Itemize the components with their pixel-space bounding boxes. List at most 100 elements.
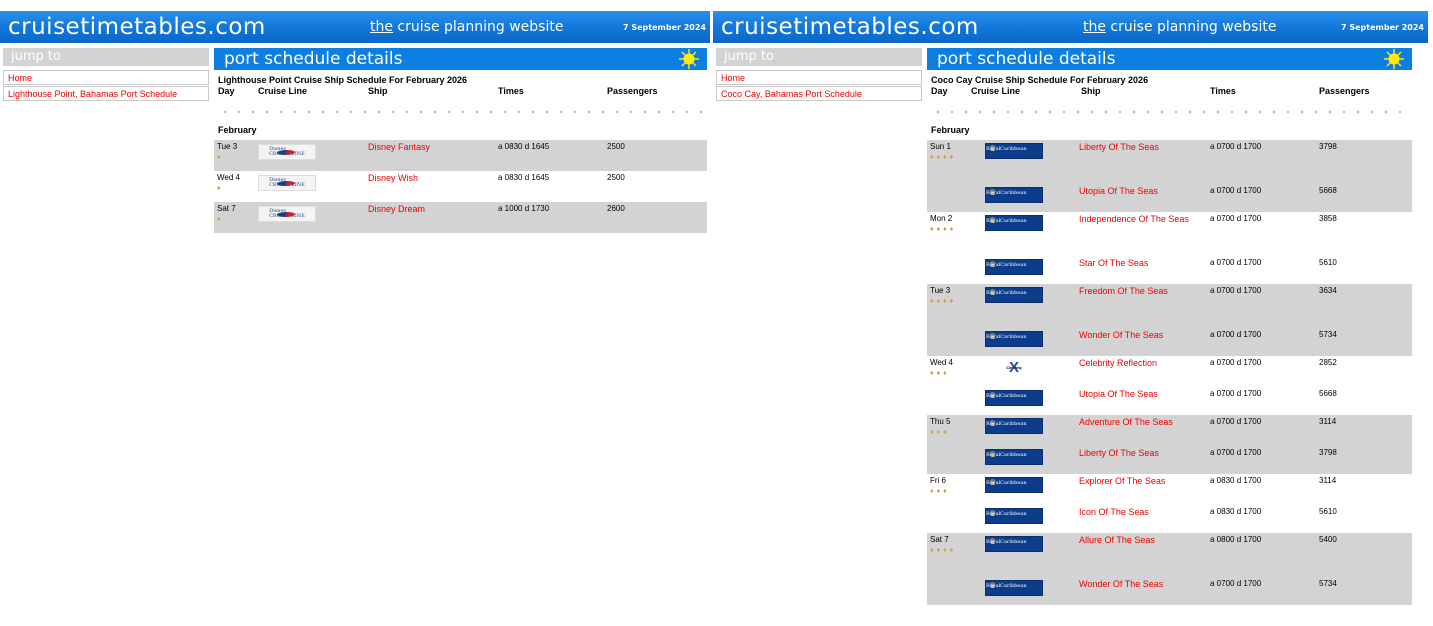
ship-link[interactable]: Icon Of The Seas <box>1079 507 1149 517</box>
col-ship: Ship <box>368 86 388 96</box>
ship-link[interactable]: Celebrity Reflection <box>1079 358 1158 368</box>
section-title: port schedule details <box>937 49 1116 69</box>
row-passengers: 5668 <box>1319 186 1337 195</box>
row-day: Thu 5 <box>930 417 951 426</box>
disney-cruise-line-logo: Disney CRUISE LINE <box>258 175 316 191</box>
sun-icon <box>1384 49 1404 69</box>
royal-caribbean-logo: ♛ RoyalCaribbean <box>985 580 1043 596</box>
ship-link[interactable]: Disney Fantasy <box>368 142 431 152</box>
table-row: ♛ RoyalCaribbean Icon Of The Seas a 0830 d … <box>927 505 1412 533</box>
ship-link[interactable]: Liberty Of The Seas <box>1079 448 1159 458</box>
col-passengers: Passengers <box>1319 86 1370 96</box>
schedule-rows: Tue 3 ♦ Disney CRUISE LINE Disney Fantasy a 0… <box>214 140 707 233</box>
passenger-icon: ♦♦♦♦ <box>930 226 957 233</box>
table-row: Sun 1 ♦♦♦♦ ♛ RoyalCaribbean Liberty Of The S… <box>927 140 1412 184</box>
passenger-icon: ♦♦♦♦ <box>930 298 957 305</box>
dotted-divider <box>931 109 1408 121</box>
sidebar: jump to Home Lighthouse Point, Bahamas P… <box>3 48 209 102</box>
ship-link[interactable]: Disney Wish <box>368 173 419 183</box>
passenger-icon: ♦♦♦ <box>930 429 950 436</box>
royal-caribbean-logo: ♛ RoyalCaribbean <box>985 215 1043 231</box>
ship-link[interactable]: Allure Of The Seas <box>1079 535 1155 545</box>
passenger-icon: ♦ <box>217 185 224 192</box>
ship-link[interactable]: Utopia Of The Seas <box>1079 389 1158 399</box>
table-row: Wed 4 ♦♦♦ Celebrity X Cruises Celebrity Refle… <box>927 356 1412 387</box>
col-passengers: Passengers <box>607 86 658 96</box>
royal-caribbean-logo: ♛ RoyalCaribbean <box>985 449 1043 465</box>
royal-caribbean-logo: ♛ RoyalCaribbean <box>985 331 1043 347</box>
col-times: Times <box>1210 86 1236 96</box>
column-headers: Day Cruise Line Ship Times Passengers <box>214 85 707 99</box>
row-times: a 0700 d 1700 <box>1210 186 1262 195</box>
dotted-divider <box>218 109 703 121</box>
table-row: ♛ RoyalCaribbean Utopia Of The Seas a 0700 … <box>927 184 1412 212</box>
disney-cruise-line-logo: Disney CRUISE LINE <box>258 144 316 160</box>
row-day: Wed 4 <box>930 358 953 367</box>
header-date: 7 September 2024 <box>1341 22 1424 32</box>
royal-caribbean-logo: ♛ RoyalCaribbean <box>985 143 1043 159</box>
nav-link-port-schedule[interactable]: Lighthouse Point, Bahamas Port Schedule <box>3 86 209 101</box>
table-row: Fri 6 ♦♦♦ ♛ RoyalCaribbean Explorer Of The S… <box>927 474 1412 505</box>
nav-link-home[interactable]: Home <box>716 70 922 85</box>
row-times: a 0830 d 1700 <box>1210 476 1262 485</box>
table-row: ♛ RoyalCaribbean Wonder Of The Seas a 0700 … <box>927 328 1412 356</box>
table-row: Mon 2 ♦♦♦♦ ♛ RoyalCaribbean Independence Of … <box>927 212 1412 256</box>
ship-link[interactable]: Wonder Of The Seas <box>1079 579 1164 589</box>
ship-link[interactable]: Freedom Of The Seas <box>1079 286 1168 296</box>
ship-link[interactable]: Independence Of The Seas <box>1079 214 1189 224</box>
table-row: ♛ RoyalCaribbean Liberty Of The Seas a 0700… <box>927 446 1412 474</box>
schedule-content: port schedule details Coco Cay Cruise Sh… <box>927 48 1412 605</box>
passenger-icon: ♦♦♦ <box>930 488 950 495</box>
row-times: a 0800 d 1700 <box>1210 535 1262 544</box>
ship-link[interactable]: Adventure Of The Seas <box>1079 417 1173 427</box>
royal-caribbean-logo: ♛ RoyalCaribbean <box>985 187 1043 203</box>
royal-caribbean-logo: ♛ RoyalCaribbean <box>985 287 1043 303</box>
site-title[interactable]: cruisetimetables.com <box>721 14 979 40</box>
col-day: Day <box>931 86 948 96</box>
royal-caribbean-logo: ♛ RoyalCaribbean <box>985 390 1043 406</box>
ship-link[interactable]: Utopia Of The Seas <box>1079 186 1158 196</box>
table-row: ♛ RoyalCaribbean Wonder Of The Seas a 0700 … <box>927 577 1412 605</box>
royal-caribbean-logo: ♛ RoyalCaribbean <box>985 259 1043 275</box>
month-heading: February <box>218 125 257 135</box>
schedule-rows: Sun 1 ♦♦♦♦ ♛ RoyalCaribbean Liberty Of The S… <box>927 140 1412 605</box>
ship-link[interactable]: Star Of The Seas <box>1079 258 1149 268</box>
row-day: Fri 6 <box>930 476 946 485</box>
column-headers: Day Cruise Line Ship Times Passengers <box>927 85 1412 99</box>
row-passengers: 2500 <box>607 142 625 151</box>
col-times: Times <box>498 86 524 96</box>
row-passengers: 3634 <box>1319 286 1337 295</box>
site-title[interactable]: cruisetimetables.com <box>8 14 266 40</box>
row-passengers: 3114 <box>1319 476 1337 485</box>
row-passengers: 5610 <box>1319 258 1337 267</box>
row-times: a 0830 d 1645 <box>498 173 550 182</box>
nav-link-port-schedule[interactable]: Coco Cay, Bahamas Port Schedule <box>716 86 922 101</box>
row-day: Sat 7 <box>217 204 236 213</box>
col-cruise-line: Cruise Line <box>258 86 308 96</box>
row-passengers: 5610 <box>1319 507 1337 516</box>
row-passengers: 3798 <box>1319 448 1337 457</box>
ship-link[interactable]: Liberty Of The Seas <box>1079 142 1159 152</box>
row-day: Tue 3 <box>930 286 951 295</box>
royal-caribbean-logo: ♛ RoyalCaribbean <box>985 508 1043 524</box>
table-row: Sat 7 ♦♦♦♦ ♛ RoyalCaribbean Allure Of The Se… <box>927 533 1412 577</box>
ship-link[interactable]: Wonder Of The Seas <box>1079 330 1164 340</box>
row-passengers: 3798 <box>1319 142 1337 151</box>
row-times: a 0700 d 1700 <box>1210 214 1262 223</box>
right-panel: cruisetimetables.com the cruise planning… <box>713 11 1428 621</box>
table-row: Sat 7 ♦ Disney CRUISE LINE Disney Dream a 100… <box>214 202 707 233</box>
row-times: a 0700 d 1700 <box>1210 286 1262 295</box>
passenger-icon: ♦♦♦ <box>930 370 950 377</box>
ship-link[interactable]: Explorer Of The Seas <box>1079 476 1166 486</box>
row-passengers: 5400 <box>1319 535 1337 544</box>
row-passengers: 2600 <box>607 204 625 213</box>
table-row: ♛ RoyalCaribbean Utopia Of The Seas a 0700 … <box>927 387 1412 415</box>
disney-cruise-line-logo: Disney CRUISE LINE <box>258 206 316 222</box>
royal-caribbean-logo: ♛ RoyalCaribbean <box>985 477 1043 493</box>
schedule-title: Lighthouse Point Cruise Ship Schedule Fo… <box>218 75 468 85</box>
ship-link[interactable]: Disney Dream <box>368 204 426 214</box>
schedule-title: Coco Cay Cruise Ship Schedule For Februa… <box>931 75 1149 85</box>
row-day: Mon 2 <box>930 214 953 223</box>
passenger-icon: ♦ <box>217 154 224 161</box>
nav-link-home[interactable]: Home <box>3 70 209 85</box>
